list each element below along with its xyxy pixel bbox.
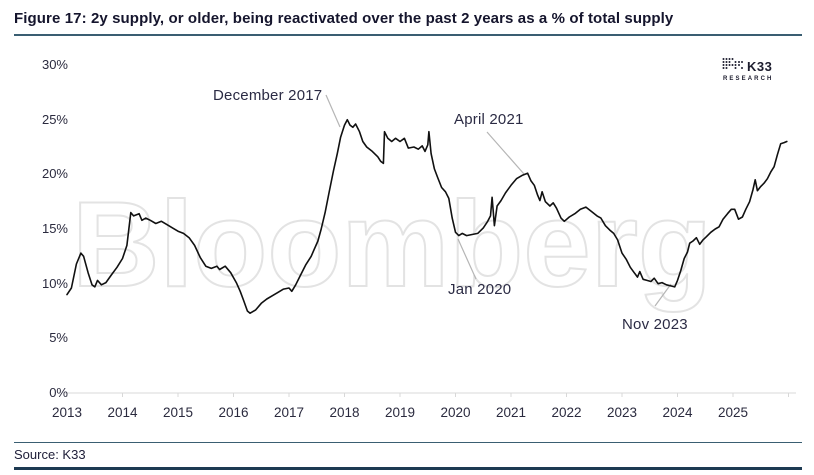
title-underline	[14, 34, 802, 36]
x-tick-label-2023: 2023	[606, 405, 638, 420]
x-tick-label-2021: 2021	[495, 405, 527, 420]
leader-line	[325, 94, 341, 128]
leader-line	[486, 131, 525, 175]
x-tick-label-2013: 2013	[51, 405, 83, 420]
leader-line	[654, 283, 672, 307]
x-tick-label-2015: 2015	[162, 405, 194, 420]
x-tick-label-2019: 2019	[384, 405, 416, 420]
x-tick-label-2024: 2024	[662, 405, 693, 420]
leader-line	[457, 238, 477, 280]
y-tick-label-30%: 30%	[41, 57, 68, 72]
y-tick-label-5%: 5%	[49, 330, 68, 346]
y-tick-label-15%: 15%	[41, 221, 68, 236]
y-tick-label-10%: 10%	[41, 275, 68, 291]
footer-divider-thick	[14, 467, 802, 470]
x-tick-label-2018: 2018	[329, 405, 360, 420]
x-tick-label-2014: 2014	[107, 405, 138, 420]
annotation-april-2021: April 2021	[454, 111, 524, 128]
y-tick-label-25%: 25%	[41, 111, 68, 127]
annotation-december-2017: December 2017	[213, 87, 323, 104]
k33-dot-matrix-icon	[722, 57, 744, 75]
x-tick-label-2016: 2016	[218, 405, 249, 420]
x-tick-label-2025: 2025	[717, 405, 749, 420]
annotation-nov-2023: Nov 2023	[622, 316, 688, 333]
annotation-leader-lines	[325, 94, 672, 307]
y-tick-label-20%: 20%	[41, 166, 68, 182]
y-tick-label-0%: 0%	[49, 385, 68, 400]
x-axis	[65, 392, 796, 397]
footer-divider-thin	[14, 442, 802, 443]
x-tick-label-2017: 2017	[273, 405, 305, 420]
supply-series-line	[66, 118, 788, 315]
k33-research-logo: K33 RESEARCH	[722, 57, 802, 82]
annotation-jan-2020: Jan 2020	[448, 281, 512, 298]
bloomberg-watermark: Bloomberg	[72, 176, 712, 312]
x-tick-label-2022: 2022	[551, 405, 582, 420]
k33-brand-text: K33	[747, 58, 773, 74]
x-tick-label-2020: 2020	[440, 405, 471, 420]
k33-research-text: RESEARCH	[723, 76, 774, 82]
source-text: Source: K33	[14, 447, 86, 462]
figure-title: Figure 17: 2y supply, or older, being re…	[14, 10, 674, 27]
